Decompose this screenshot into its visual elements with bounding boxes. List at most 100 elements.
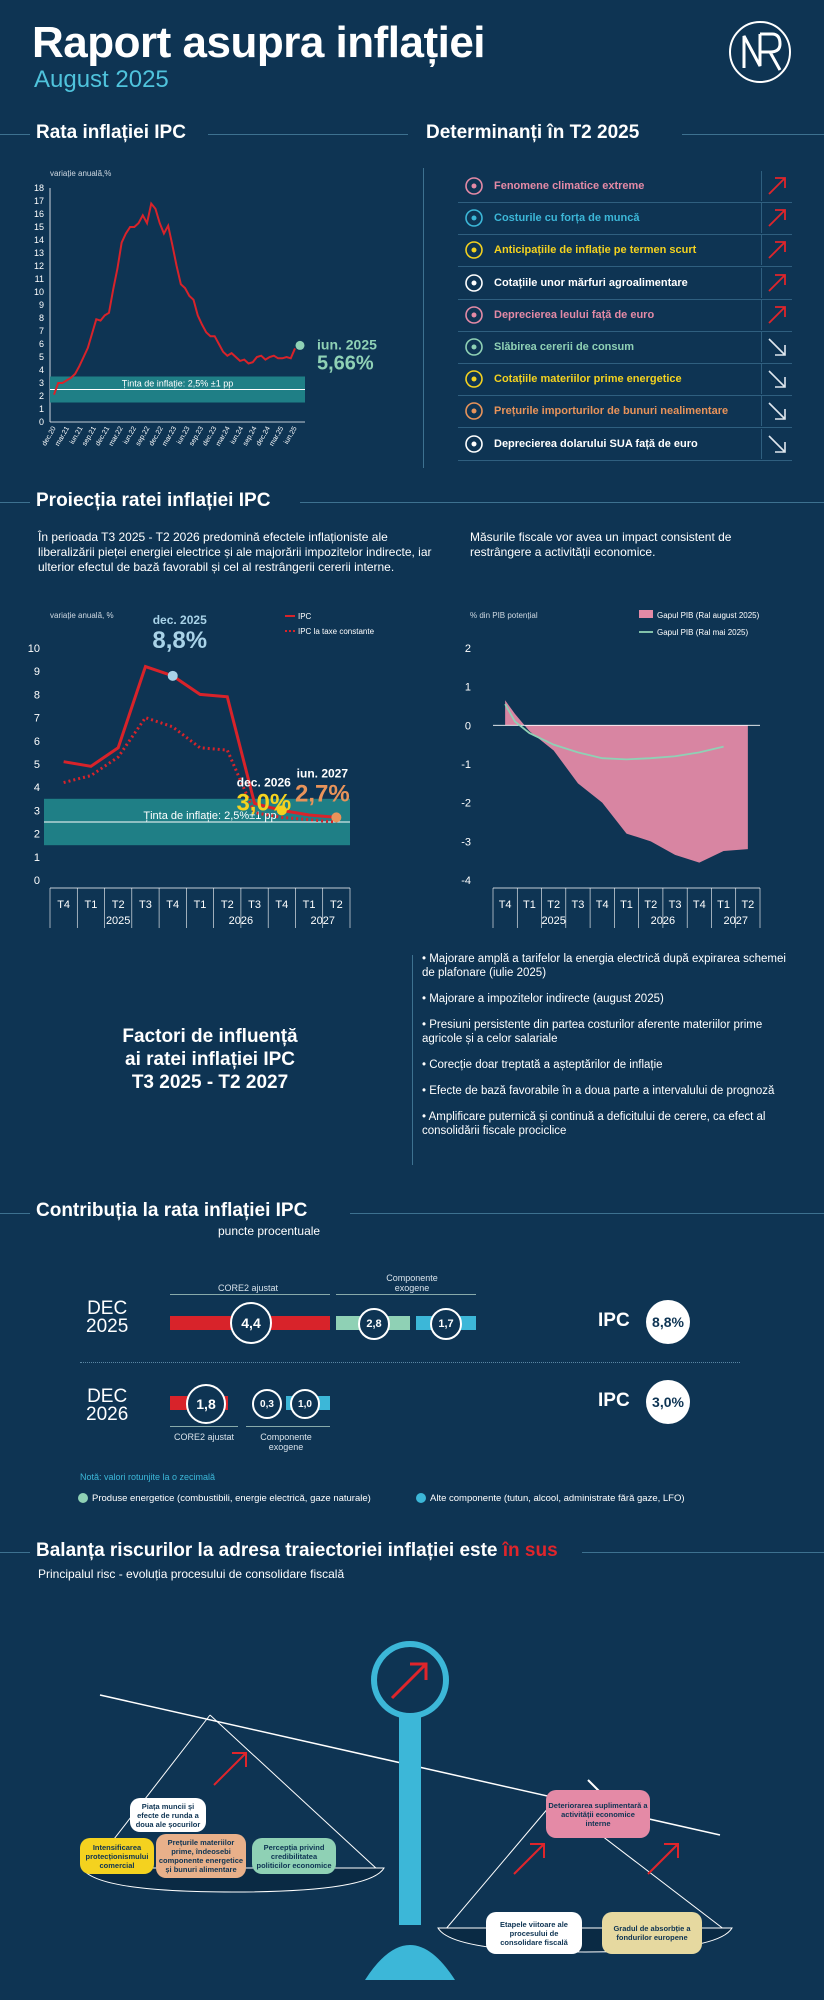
annotation-label: iun. 2027: [297, 766, 349, 780]
annotation-marker: [331, 812, 342, 823]
factors-title-line-2: ai ratei inflației IPC: [125, 1049, 295, 1070]
divider: [0, 1213, 30, 1214]
y-tick-label: 1: [34, 852, 40, 864]
x-tick-label: T3: [139, 899, 152, 911]
y-tick-label: 6: [34, 736, 40, 748]
determinant-label: Deprecierea leului față de euro: [494, 308, 655, 321]
x-year-label: 2027: [723, 915, 747, 927]
factor-bullet: • Amplificare puternică și continuă a de…: [422, 1111, 766, 1137]
divider: [0, 1552, 30, 1553]
determinant-direction: [761, 267, 792, 298]
x-tick-label: T2: [547, 899, 560, 911]
y-tick-label: 4: [39, 365, 44, 375]
y-tick-label: 10: [28, 643, 40, 655]
y-tick-label: -4: [461, 875, 471, 887]
x-tick-label: iun.25: [283, 425, 299, 445]
y-tick-label: 9: [39, 300, 44, 310]
legend-swatch-aug: [639, 610, 653, 618]
determinant-row: Costurile cu forța de muncă: [458, 202, 792, 236]
determinant-row: Deprecierea leului față de euro: [458, 299, 792, 332]
dec2025-label: DEC 2025: [86, 1299, 128, 1336]
x-tick-label: T3: [248, 899, 261, 911]
x-tick-label: T2: [221, 899, 234, 911]
down-arrow-icon: [768, 435, 786, 453]
core-value-2025: 4,4: [230, 1302, 272, 1344]
up-arrow-icon: [647, 1843, 679, 1875]
x-tick-label: T4: [57, 899, 70, 911]
x-tick-label: T1: [303, 899, 316, 911]
x-tick-label: T3: [572, 899, 585, 911]
exo-label-2026-l1: Componente: [260, 1432, 312, 1442]
annotation-label: dec. 2025: [153, 613, 207, 627]
x-tick-label: T1: [620, 899, 633, 911]
up-arrow-icon: [768, 241, 786, 260]
core-label-2025: CORE2 ajustat: [218, 1283, 279, 1293]
x-year-label: 2025: [541, 915, 565, 927]
factor-bullet: • Majorare a impozitelor indirecte (augu…: [422, 993, 664, 1005]
y-tick-label: 1: [39, 404, 44, 414]
determinant-label: Cotațiile unor mărfuri agroalimentare: [494, 276, 688, 289]
exo-label-2025: Componente exogene: [382, 1273, 442, 1293]
contribution-unit: puncte procentuale: [218, 1224, 321, 1238]
y-axis-title: % din PIB potențial: [470, 611, 538, 620]
x-tick-label: T3: [669, 899, 682, 911]
expectations-icon: [465, 241, 483, 260]
up-arrow-icon: [213, 1752, 247, 1786]
y-tick-label: 1: [465, 682, 471, 694]
y-tick-label: -1: [461, 759, 471, 771]
determinant-row: Slăbirea cererii de consum: [458, 331, 792, 364]
factors-bullets: • Majorare amplă a tarifelor la energia …: [422, 952, 792, 1150]
y-tick-label: 9: [34, 666, 40, 678]
determinant-row: Fenomene climatice extreme: [458, 170, 792, 203]
y-tick-label: 5: [39, 352, 44, 362]
page-title: Raport asupra inflației: [32, 18, 486, 67]
x-year-label: 2025: [106, 915, 130, 927]
scale-base: [365, 1945, 455, 1980]
x-tick-label: T4: [693, 899, 706, 911]
y-tick-label: 17: [34, 196, 44, 206]
gap-line-may2025: [504, 703, 724, 761]
core-label-2026: CORE2 ajustat: [174, 1432, 235, 1442]
x-tick-label: T4: [166, 899, 179, 911]
legend-label-may: Gapul PIB (Ral mai 2025): [657, 628, 748, 637]
factors-title: Factori de influență ai ratei inflației …: [60, 1025, 360, 1094]
risk-eu-funds: Gradul de absorbție a fondurilor europen…: [602, 1912, 702, 1954]
determinant-row: Cotațiile materiilor prime energetice: [458, 363, 792, 397]
annotation-label: dec. 2026: [237, 775, 291, 789]
determinant-label: Slăbirea cererii de consum: [494, 341, 635, 353]
y-tick-label: 4: [34, 782, 40, 794]
ipc-chart: variație anuală,%01234567891011121314151…: [34, 169, 377, 448]
up-arrow-icon: [390, 1662, 428, 1700]
determinant-direction: [761, 428, 792, 459]
annotation-value: 3,0%: [236, 789, 291, 816]
y-tick-label: 14: [34, 235, 44, 245]
determinant-label: Fenomene climatice extreme: [494, 180, 645, 192]
x-tick-label: T2: [112, 899, 125, 911]
up-arrow-icon: [768, 209, 786, 227]
dollar-icon: [465, 434, 483, 453]
y-tick-label: 0: [465, 720, 471, 732]
output-gap-chart: % din PIB potențial -4 -3 -2 -1 0 1 2 Gapul PIB …: [461, 610, 761, 928]
determinant-row: Anticipațiile de inflație pe termen scur…: [458, 234, 792, 268]
y-tick-label: 0: [34, 875, 40, 887]
scale-string: [444, 1799, 556, 1931]
exo-label-2026: Componente exogene: [256, 1432, 316, 1452]
target-label: Ținta de inflație: 2,5% ±1 pp: [122, 379, 234, 389]
up-arrow-icon: [768, 177, 786, 195]
down-arrow-icon: [768, 338, 786, 356]
factor-bullet: • Majorare amplă a tarifelor la energia …: [422, 953, 786, 979]
determinant-direction: [761, 203, 792, 234]
y-tick-label: 5: [34, 759, 40, 771]
endpoint-label: iun. 2025: [317, 336, 377, 352]
rounding-note: Notă: valori rotunjite la o zecimală: [80, 1472, 216, 1482]
divider: [0, 134, 30, 135]
ipc-total-2025: 8,8%: [646, 1300, 690, 1344]
y-tick-label: 0: [39, 417, 44, 427]
x-tick-label: T2: [644, 899, 657, 911]
y-tick-label: 7: [34, 713, 40, 725]
ipc-series-line: [53, 201, 296, 396]
down-arrow-icon: [768, 402, 786, 421]
factor-bullet: • Efecte de bază favorabile în a doua pa…: [422, 1085, 775, 1097]
determinant-direction: [761, 396, 792, 427]
up-arrow-icon: [768, 273, 786, 292]
